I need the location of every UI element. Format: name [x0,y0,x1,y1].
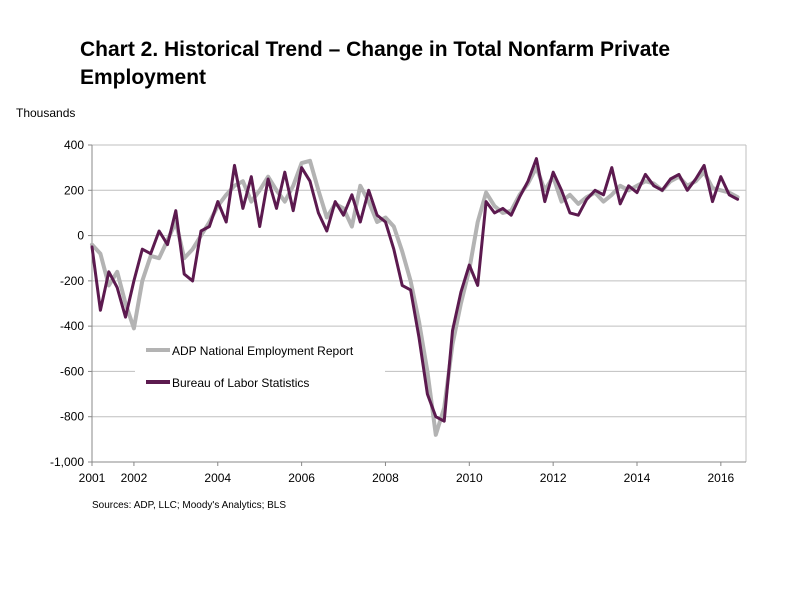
y-tick-label-5: -600 [60,364,84,378]
x-axis-ticks: 2001 2002 2004 2006 2008 2010 2012 2014 2016 [79,462,735,485]
chart-title: Chart 2. Historical Trend – Change in To… [80,38,671,89]
y-tick-label-7: -1,000 [50,455,84,469]
legend-label-adp: ADP National Employment Report [172,344,354,358]
y-tick-label-3: -200 [60,274,84,288]
series-line-bls [90,157,740,423]
x-tick-label-3: 2006 [288,471,315,485]
y-tick-label-6: -800 [60,410,84,424]
x-tick-label-6: 2012 [540,471,567,485]
x-tick-label-7: 2014 [624,471,651,485]
y-tick-label-0: 400 [64,138,84,152]
x-tick-label-2: 2004 [204,471,231,485]
legend: ADP National Employment Report Bureau of… [135,336,385,400]
source-note: Sources: ADP, LLC; Moody's Analytics; BL… [92,500,287,511]
x-tick-label-0: 2001 [79,471,106,485]
y-tick-label-1: 200 [64,183,84,197]
y-tick-label-2: 0 [77,229,84,243]
y-axis-label: Thousands [16,106,76,120]
series-lines [90,157,740,437]
y-tick-label-4: -400 [60,319,84,333]
x-tick-label-8: 2016 [707,471,734,485]
legend-label-bls: Bureau of Labor Statistics [172,376,309,390]
y-axis-ticks: 400 200 0 -200 -400 -600 -800 -1,000 [50,138,92,469]
x-tick-label-1: 2002 [121,471,148,485]
legend-box [135,336,385,400]
x-tick-label-5: 2010 [456,471,483,485]
gridlines [92,144,747,462]
x-tick-label-4: 2008 [372,471,399,485]
